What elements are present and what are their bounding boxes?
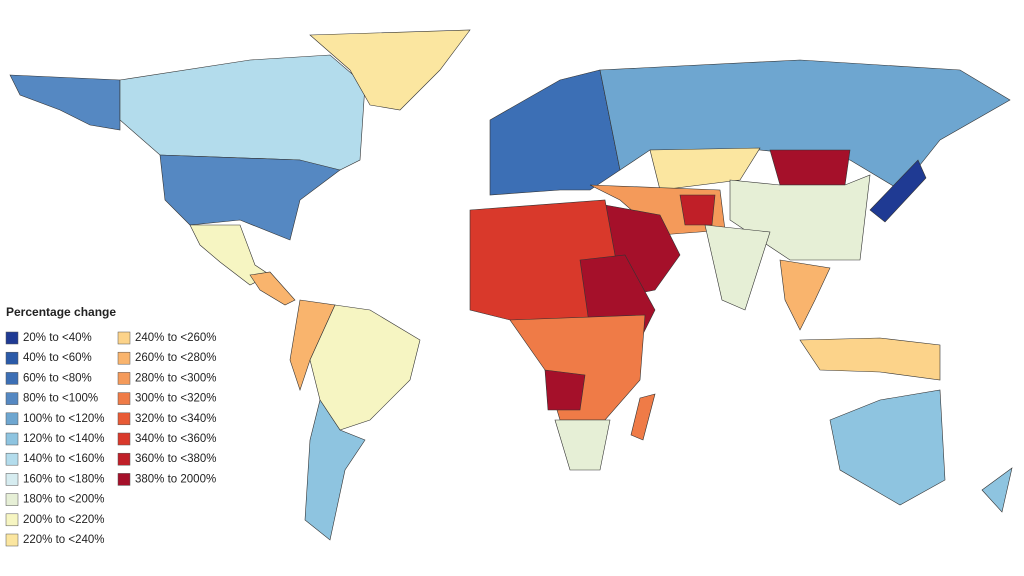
legend-swatch: [5, 351, 19, 365]
legend-label: 40% to <60%: [23, 352, 92, 364]
central-america: [249, 271, 296, 306]
se-asia: [779, 259, 831, 331]
legend-swatch: [117, 452, 131, 466]
japan: [869, 159, 927, 223]
legend-swatch: [5, 392, 19, 405]
legend-label: 380% to 2000%: [135, 473, 216, 485]
legend-swatch: [5, 331, 19, 345]
europe: [489, 69, 621, 196]
legend-swatch: [117, 412, 131, 426]
legend-label: 200% to <220%: [23, 514, 105, 526]
alaska: [9, 74, 121, 131]
brazil: [309, 304, 421, 431]
australia: [829, 389, 946, 506]
legend-label: 80% to <100%: [23, 393, 98, 405]
legend-label: 60% to <80%: [23, 372, 92, 384]
legend-swatch: [5, 412, 19, 426]
india: [704, 224, 771, 311]
legend-title: Percentage change: [6, 305, 116, 319]
legend-label: 220% to <240%: [23, 534, 105, 546]
legend-label: 340% to <360%: [135, 433, 217, 445]
legend-swatch: [5, 513, 19, 527]
legend-label: 180% to <200%: [23, 494, 105, 506]
legend-swatch: [5, 493, 19, 506]
legend-label: 260% to <280%: [135, 352, 217, 364]
legend-swatch: [5, 473, 19, 486]
legend-label: 100% to <120%: [23, 413, 105, 425]
legend-swatch: [117, 331, 131, 345]
legend-label: 360% to <380%: [135, 453, 217, 465]
legend-label: 120% to <140%: [23, 433, 105, 445]
angola: [544, 369, 586, 411]
legend: Percentage change 20% to <40% 40% to <60%…: [5, 305, 217, 547]
legend-label: 300% to <320%: [135, 393, 217, 405]
legend-label: 280% to <300%: [135, 372, 217, 384]
indonesia: [799, 337, 941, 381]
usa: [159, 154, 341, 241]
legend-label: 160% to <180%: [23, 473, 105, 485]
madagascar: [630, 393, 656, 441]
legend-label: 320% to <340%: [135, 413, 217, 425]
legend-swatch: [5, 533, 19, 547]
legend-swatch: [117, 432, 131, 446]
legend-label: 20% to <40%: [23, 332, 92, 344]
argentina: [304, 399, 366, 541]
legend-swatch: [5, 432, 19, 446]
new-zealand: [981, 467, 1013, 513]
legend-swatch: [117, 351, 131, 365]
southern-africa: [554, 419, 611, 471]
legend-label: 240% to <260%: [135, 332, 217, 344]
legend-label: 140% to <160%: [23, 453, 105, 465]
greenland: [309, 29, 471, 111]
legend-swatch: [5, 372, 19, 385]
legend-swatch: [5, 452, 19, 466]
kazakhstan: [649, 147, 761, 191]
land: [9, 29, 1013, 541]
south-america-west: [289, 299, 336, 391]
legend-swatch: [117, 392, 131, 405]
mongolia: [769, 149, 851, 186]
legend-swatch: [117, 372, 131, 385]
afghanistan: [679, 194, 716, 226]
legend-swatch: [117, 473, 131, 486]
